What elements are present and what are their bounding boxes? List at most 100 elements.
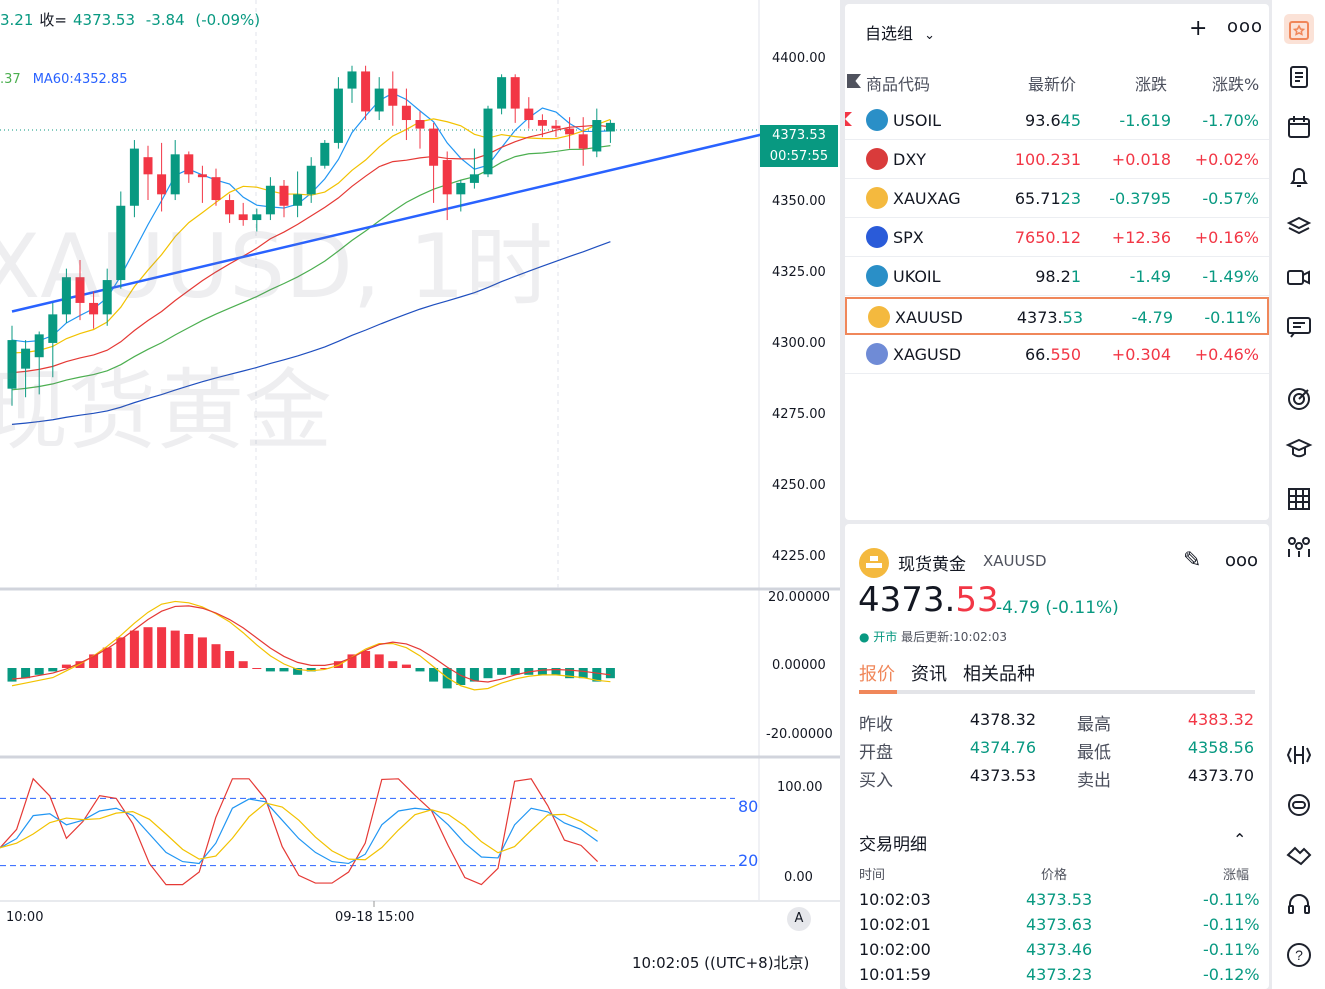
alert-bell-icon[interactable] bbox=[1284, 162, 1314, 192]
table-icon[interactable] bbox=[1284, 484, 1314, 514]
tab-quote[interactable]: 报价 bbox=[859, 664, 895, 685]
target-icon[interactable] bbox=[1284, 384, 1314, 414]
symbol-ticker: XAUUSD bbox=[983, 552, 1047, 570]
tab-related[interactable]: 相关品种 bbox=[963, 664, 1035, 685]
last-price: 4373.53 bbox=[858, 580, 999, 620]
tab-news[interactable]: 资讯 bbox=[911, 664, 947, 685]
macd-axis-label: 0.00000 bbox=[772, 658, 826, 673]
handshake-icon[interactable] bbox=[1284, 840, 1314, 870]
header-change-pct[interactable]: 涨跌% bbox=[1212, 75, 1260, 94]
price-axis-label: 4325.00 bbox=[772, 265, 826, 280]
macd-bar bbox=[483, 668, 493, 679]
macd-bar bbox=[551, 668, 561, 675]
watchlist-group-selector[interactable]: 自选组 ⌄ bbox=[865, 20, 935, 44]
watchlist-row[interactable]: XAUUSD 4373.53 -4.79 -0.11% bbox=[845, 297, 1269, 335]
help-icon[interactable]: ? bbox=[1284, 940, 1314, 970]
candle-body bbox=[333, 88, 343, 143]
calendar-icon[interactable] bbox=[1284, 112, 1314, 142]
change: -4.79 bbox=[1131, 308, 1173, 327]
change: -1.619 bbox=[1119, 111, 1171, 130]
kdj-axis-label: 0.00 bbox=[784, 870, 813, 885]
macd-bar bbox=[197, 637, 207, 668]
macd-bar bbox=[116, 637, 126, 668]
header-last[interactable]: 最新价 bbox=[1028, 75, 1077, 94]
headset-icon[interactable] bbox=[1284, 890, 1314, 920]
community-icon[interactable] bbox=[1284, 532, 1314, 562]
change: +0.018 bbox=[1111, 150, 1171, 169]
macd-bar bbox=[605, 668, 615, 679]
watchlist-row[interactable]: SPX 7650.12 +12.36 +0.16% bbox=[845, 219, 1269, 257]
quote-label: 卖出 bbox=[1077, 771, 1111, 791]
chart-pane[interactable]: XAUUSD, 1时 现货黄金 3.21收=4373.53 -3.84 (-0.… bbox=[0, 0, 840, 989]
ma60-line bbox=[11, 241, 611, 425]
macd-bar bbox=[497, 668, 507, 675]
sort-flag-icon[interactable] bbox=[847, 74, 861, 88]
candle-body bbox=[320, 142, 330, 166]
header-change[interactable]: 涨跌 bbox=[1135, 75, 1168, 94]
candle-body bbox=[7, 340, 17, 389]
candle-body bbox=[143, 157, 153, 175]
symbol-logo-icon bbox=[866, 109, 888, 131]
chat-icon[interactable] bbox=[1284, 312, 1314, 342]
symbol-code: USOIL bbox=[893, 111, 942, 130]
auto-scale-button[interactable]: A bbox=[787, 907, 811, 931]
macd-bar bbox=[225, 651, 235, 668]
trendline bbox=[11, 131, 768, 313]
quote-value: 4378.32 bbox=[969, 710, 1036, 729]
candle-body bbox=[197, 174, 207, 178]
price-fraction: 53 bbox=[955, 580, 999, 620]
watchlist-row[interactable]: XAGUSD 66.550 +0.304 +0.46% bbox=[845, 336, 1269, 374]
more-menu-button[interactable]: ooo bbox=[1225, 550, 1259, 571]
education-icon[interactable] bbox=[1284, 434, 1314, 464]
ma60-value: MA60:4352.85 bbox=[32, 72, 128, 87]
more-menu-button[interactable]: ooo bbox=[1227, 16, 1264, 37]
last-price: 100.231 bbox=[1014, 150, 1081, 169]
change-pct: -0.11% bbox=[1204, 308, 1261, 327]
layers-icon[interactable] bbox=[1284, 212, 1314, 242]
watchlist-row[interactable]: XAUXAG 65.7123 -0.3795 -0.57% bbox=[845, 180, 1269, 218]
add-symbol-button[interactable]: + bbox=[1189, 16, 1208, 41]
macd-bar bbox=[89, 654, 99, 668]
last-price: 93.645 bbox=[1025, 111, 1081, 130]
edit-icon[interactable]: ✎ bbox=[1183, 548, 1202, 573]
macd-bar bbox=[456, 668, 466, 685]
candle-body bbox=[361, 71, 371, 112]
quote-label: 开盘 bbox=[859, 743, 893, 763]
candle-body bbox=[21, 348, 31, 369]
macd-bar bbox=[102, 647, 112, 668]
candle-body bbox=[605, 122, 615, 132]
header-symbol[interactable]: 商品代码 bbox=[866, 75, 931, 94]
watchlist-row[interactable]: DXY 100.231 +0.018 +0.02% bbox=[845, 141, 1269, 179]
timezone-clock[interactable]: 10:02:05 ((UTC+8)北京) bbox=[632, 954, 810, 972]
close-value: 4373.53 bbox=[72, 11, 136, 29]
symbol-code: DXY bbox=[893, 150, 927, 169]
trade-time: 10:01:59 bbox=[859, 965, 931, 984]
price-axis-label: 4300.00 bbox=[772, 336, 826, 351]
last-price: 65.7123 bbox=[1014, 189, 1081, 208]
robot-icon[interactable] bbox=[1284, 790, 1314, 820]
trade-price: 4373.63 bbox=[1026, 915, 1093, 934]
change-pct: (-0.09%) bbox=[195, 11, 261, 29]
watchlist-icon[interactable] bbox=[1284, 14, 1314, 44]
change-pct: -1.70% bbox=[1202, 111, 1259, 130]
trades-header-pct: 涨幅 bbox=[1223, 868, 1250, 883]
last-price: 98.21 bbox=[1035, 267, 1081, 286]
chart-canvas[interactable] bbox=[0, 0, 840, 989]
trade-pct: -0.11% bbox=[1203, 915, 1260, 934]
watchlist-title: 自选组 bbox=[865, 24, 914, 43]
macd-bar bbox=[279, 668, 289, 672]
macd-bar bbox=[469, 668, 479, 682]
quote-value: 4374.76 bbox=[969, 738, 1036, 757]
data-window-icon[interactable] bbox=[1284, 740, 1314, 770]
chevron-up-icon[interactable]: ⌃ bbox=[1233, 830, 1247, 849]
quote-value: 4373.53 bbox=[969, 766, 1036, 785]
news-icon[interactable] bbox=[1284, 62, 1314, 92]
flag-icon[interactable] bbox=[845, 112, 852, 126]
change-pct: -1.49% bbox=[1202, 267, 1259, 286]
gold-logo-icon bbox=[859, 548, 889, 578]
watchlist-row[interactable]: USOIL 93.645 -1.619 -1.70% bbox=[845, 102, 1269, 140]
symbol-logo-icon bbox=[866, 343, 888, 365]
watchlist-row[interactable]: UKOIL 98.21 -1.49 -1.49% bbox=[845, 258, 1269, 296]
video-icon[interactable] bbox=[1284, 262, 1314, 292]
quote-label: 昨收 bbox=[859, 715, 893, 735]
